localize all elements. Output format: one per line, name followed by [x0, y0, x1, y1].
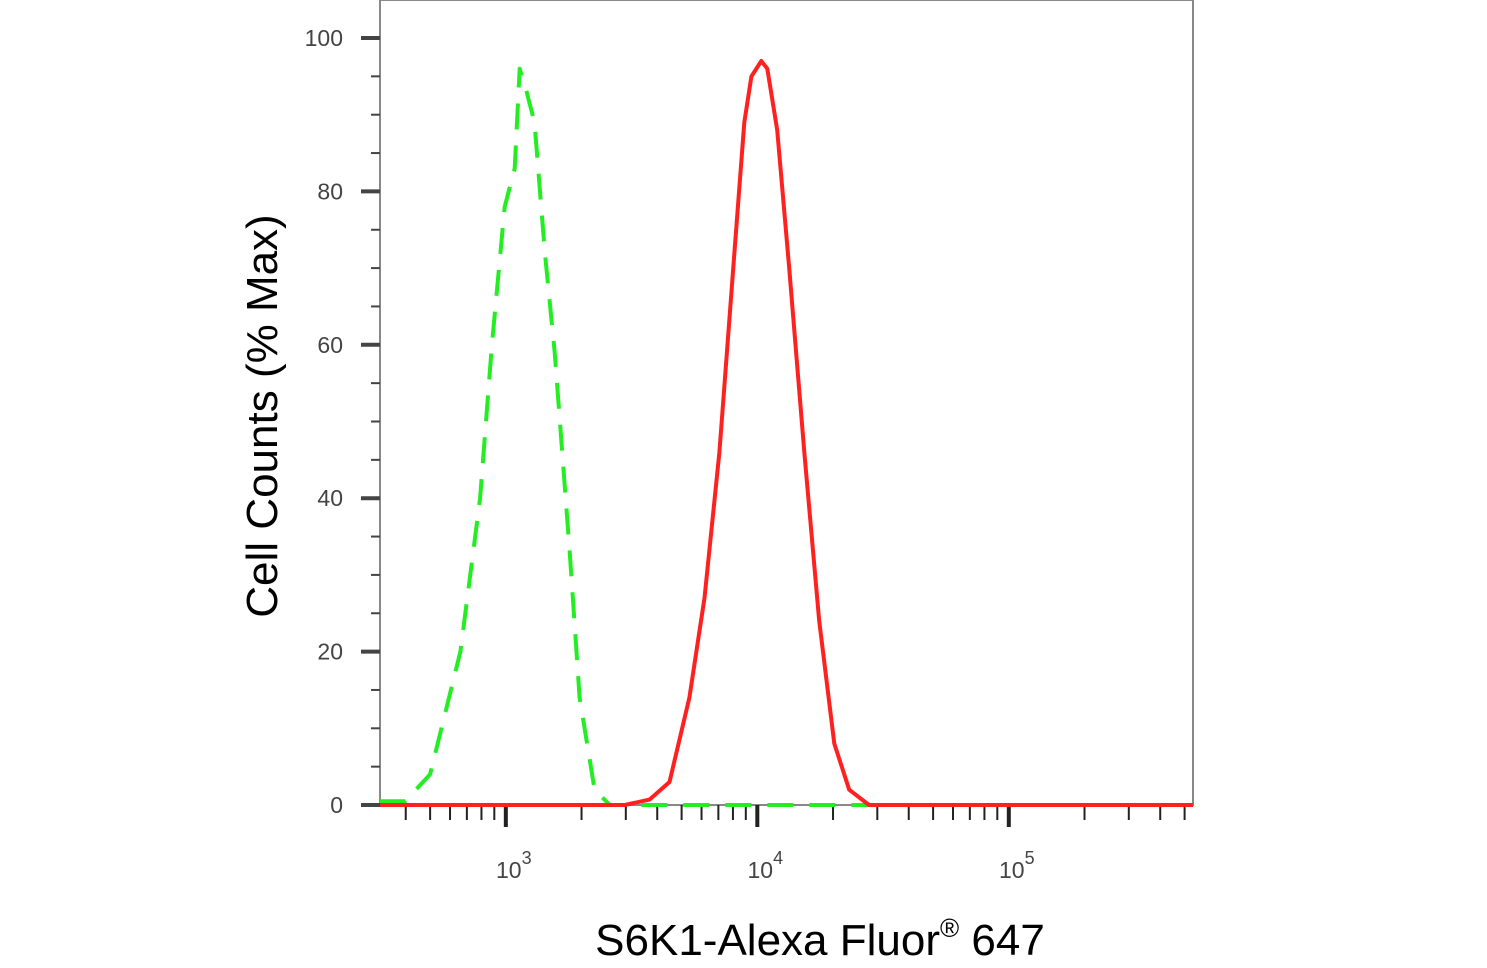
x-axis-title-suffix: 647: [959, 916, 1045, 965]
x-tick-exponent: 3: [522, 848, 532, 868]
x-tick-base: 10: [748, 857, 774, 883]
x-tick-label: 105: [999, 848, 1035, 883]
y-tick-label: 80: [317, 178, 343, 204]
y-tick-label: 20: [317, 639, 343, 665]
x-axis-title-registered: ®: [940, 913, 959, 943]
x-tick-label: 103: [496, 848, 532, 883]
x-tick-exponent: 5: [1025, 848, 1035, 868]
y-axis-title: Cell Counts (% Max): [238, 214, 287, 617]
x-axis-title: S6K1-Alexa Fluor® 647: [595, 913, 1045, 965]
y-tick-label: 100: [305, 25, 343, 51]
x-tick-base: 10: [496, 857, 522, 883]
plot-frame: [379, 0, 1194, 806]
y-tick-label: 40: [317, 485, 343, 511]
y-tick-label: 60: [317, 332, 343, 358]
x-tick-exponent: 4: [773, 848, 783, 868]
x-tick-label: 104: [748, 848, 784, 883]
sample-histogram-line: [380, 59, 1193, 807]
x-tick-base: 10: [999, 857, 1025, 883]
x-axis-title-main: S6K1-Alexa Fluor: [595, 916, 940, 965]
y-tick-label: 0: [330, 792, 343, 818]
